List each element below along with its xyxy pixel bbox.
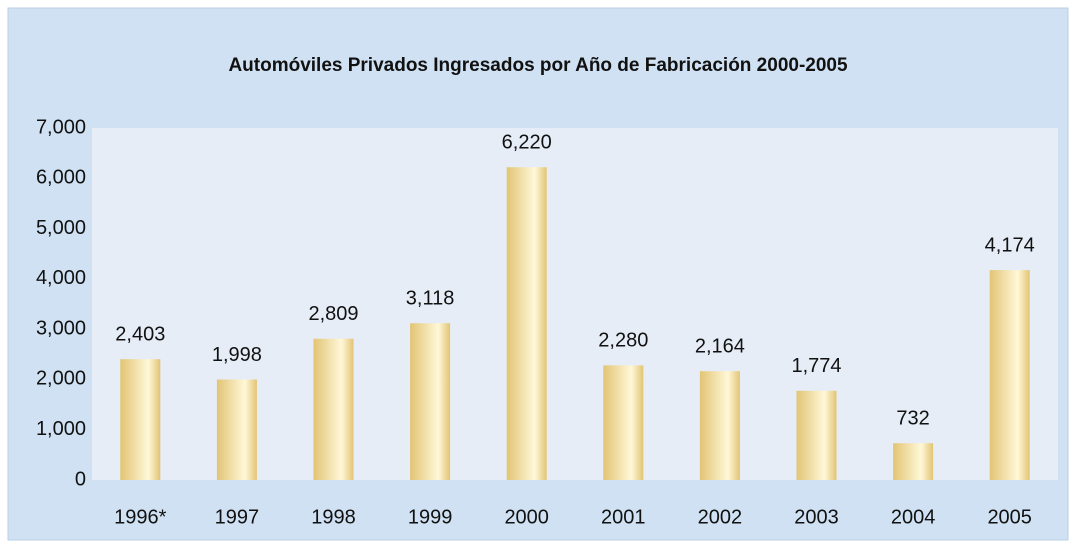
data-label: 2,280 bbox=[598, 330, 648, 352]
y-tick-label: 5,000 bbox=[36, 217, 86, 239]
data-label: 2,164 bbox=[695, 335, 745, 357]
x-tick-label: 2000 bbox=[504, 506, 549, 528]
data-label: 4,174 bbox=[985, 234, 1035, 256]
bar bbox=[410, 323, 451, 480]
y-tick-label: 2,000 bbox=[36, 368, 86, 390]
bar bbox=[313, 338, 354, 480]
bar bbox=[699, 371, 740, 480]
chart-title: Automóviles Privados Ingresados por Año … bbox=[228, 55, 848, 76]
data-label: 732 bbox=[896, 407, 929, 429]
x-tick-label: 2002 bbox=[698, 506, 743, 528]
data-label: 2,809 bbox=[308, 303, 358, 325]
x-tick-label: 2001 bbox=[601, 506, 646, 528]
data-label: 1,774 bbox=[791, 355, 841, 377]
y-tick-label: 4,000 bbox=[36, 267, 86, 289]
y-tick-label: 7,000 bbox=[36, 116, 86, 138]
x-tick-label: 1998 bbox=[311, 506, 356, 528]
bar bbox=[603, 365, 644, 480]
data-label: 3,118 bbox=[406, 287, 455, 309]
data-label: 2,403 bbox=[115, 323, 165, 345]
bar bbox=[120, 359, 161, 480]
x-tick-label: 2004 bbox=[891, 506, 936, 528]
y-tick-label: 3,000 bbox=[36, 317, 86, 339]
x-tick-label: 1999 bbox=[408, 506, 453, 528]
bar bbox=[893, 443, 934, 480]
bar bbox=[989, 270, 1030, 480]
data-label: 6,220 bbox=[502, 132, 552, 154]
bar bbox=[506, 167, 547, 481]
x-tick-label: 2003 bbox=[794, 506, 839, 528]
y-tick-label: 0 bbox=[75, 468, 86, 490]
bar bbox=[796, 390, 837, 480]
x-tick-label: 2005 bbox=[987, 506, 1032, 528]
x-tick-label: 1996* bbox=[114, 506, 166, 528]
y-tick-label: 1,000 bbox=[36, 418, 86, 440]
bar bbox=[216, 379, 257, 480]
y-tick-label: 6,000 bbox=[36, 167, 86, 189]
data-label: 1,998 bbox=[212, 344, 262, 366]
x-tick-label: 1997 bbox=[215, 506, 260, 528]
